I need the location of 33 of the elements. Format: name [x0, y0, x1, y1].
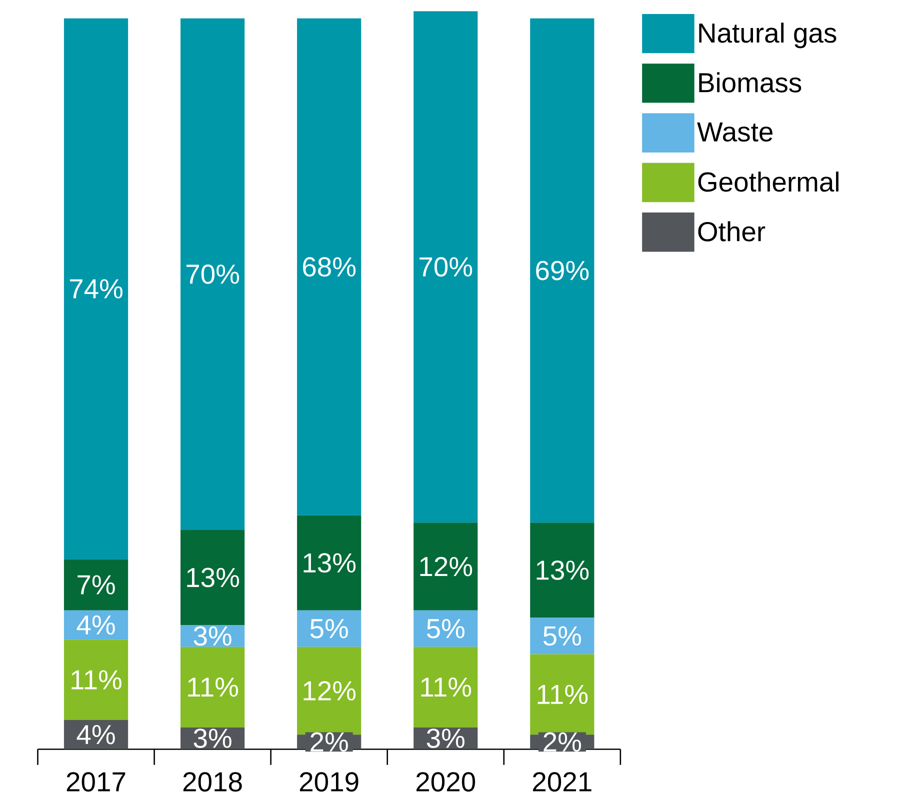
- data-label: 11%: [538, 685, 588, 704]
- data-label: 11%: [188, 678, 238, 697]
- data-label: 13%: [304, 553, 356, 573]
- data-label: 68%: [303, 257, 356, 277]
- data-label: 11%: [421, 678, 472, 697]
- data-label: 4%: [76, 616, 115, 635]
- data-label: 70%: [186, 264, 240, 284]
- x-tick-label: 2021: [533, 772, 592, 792]
- legend-label: Geothermal: [698, 172, 838, 192]
- data-label: 13%: [536, 560, 589, 580]
- data-label: 11%: [72, 670, 122, 690]
- data-label: 12%: [420, 557, 472, 576]
- data-label: 74%: [70, 279, 122, 299]
- x-tick-label: 2017: [66, 772, 126, 792]
- data-label: 3%: [194, 728, 232, 748]
- data-label: 7%: [78, 575, 115, 595]
- data-label: 13%: [187, 568, 240, 588]
- data-label: 69%: [536, 261, 589, 281]
- legend-label: Biomass: [699, 72, 802, 93]
- legend-label: Other: [698, 221, 766, 242]
- x-tick-label: 2020: [416, 772, 476, 792]
- data-label: 5%: [543, 626, 582, 646]
- data-label: 3%: [426, 728, 464, 748]
- data-label: 5%: [426, 619, 464, 639]
- data-label: 4%: [76, 725, 115, 744]
- x-tick-label: 2018: [183, 772, 242, 792]
- legend-label: Waste: [697, 122, 772, 142]
- x-tick-label: 2019: [300, 772, 358, 792]
- legend-label: Natural gas: [699, 22, 836, 48]
- data-label: 70%: [420, 257, 472, 277]
- data-label: 12%: [304, 681, 356, 701]
- data-label: 5%: [310, 619, 348, 639]
- data-label: 3%: [194, 626, 232, 646]
